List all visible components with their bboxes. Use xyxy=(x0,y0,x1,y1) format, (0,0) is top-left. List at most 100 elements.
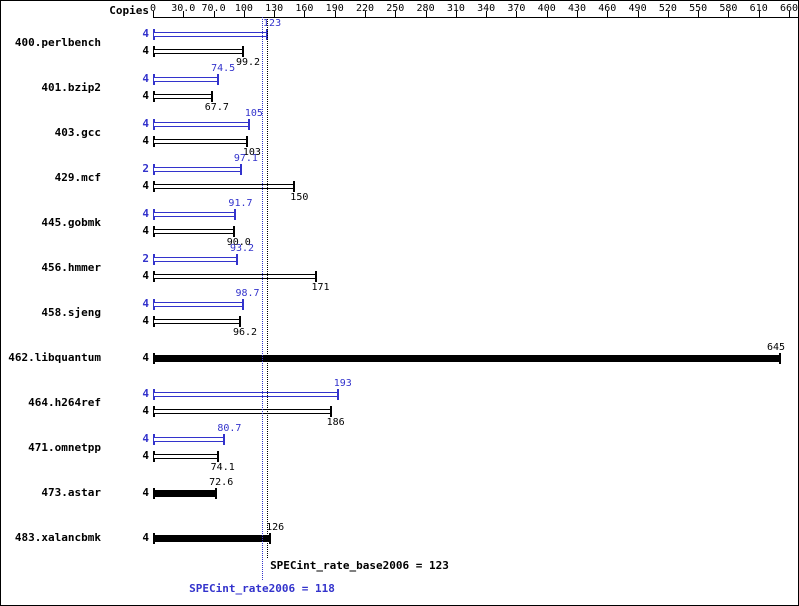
bar-end-cap xyxy=(269,532,272,544)
bar-end-cap xyxy=(241,299,244,310)
copies-value: 2 xyxy=(142,252,149,265)
x-axis-tick-label: 100 xyxy=(234,3,253,14)
bar-value-label: 90.0 xyxy=(226,237,251,248)
copies-value: 4 xyxy=(142,449,149,462)
x-axis-tick-label: 30.0 xyxy=(171,3,196,14)
copies-value: 4 xyxy=(142,387,149,400)
copies-value: 4 xyxy=(142,269,149,282)
bar xyxy=(153,437,225,442)
x-axis-tick-label: 220 xyxy=(355,3,375,14)
benchmark-label: 445.gobmk xyxy=(41,215,101,229)
bar-end-cap xyxy=(293,181,296,192)
bar-end-cap xyxy=(215,487,218,499)
x-axis-tick xyxy=(304,11,306,18)
bar-value-label: 645 xyxy=(766,341,786,353)
x-axis-tick-label: 370 xyxy=(507,3,526,14)
benchmark-label: 400.perlbench xyxy=(14,35,101,49)
x-axis-tick-label: 430 xyxy=(567,3,587,14)
bar xyxy=(153,302,243,307)
base-metric-label: SPECint_rate_base2006 = 123 xyxy=(270,559,449,572)
x-axis-tick xyxy=(728,11,730,18)
copies-value: 4 xyxy=(142,350,149,364)
bar xyxy=(153,32,268,37)
x-axis-tick xyxy=(789,11,790,18)
bar xyxy=(153,94,212,99)
bar-value-label: 150 xyxy=(290,192,309,203)
x-axis-tick xyxy=(607,11,609,18)
bar-end-cap xyxy=(210,91,213,102)
benchmark-label: 401.bzip2 xyxy=(41,80,101,94)
x-axis-tick-label: 70.0 xyxy=(201,3,226,14)
bar xyxy=(153,212,236,217)
bar-value-label: 103 xyxy=(242,147,261,158)
x-axis-tick xyxy=(334,11,336,18)
x-axis-tick-label: 250 xyxy=(386,3,405,14)
x-axis-tick-label: 490 xyxy=(628,3,647,14)
bar-value-label: 72.6 xyxy=(209,476,234,488)
bar-end-cap xyxy=(217,74,220,85)
bar-value-label: 97.1 xyxy=(233,153,258,164)
bar-end-cap xyxy=(239,316,242,327)
bar xyxy=(153,274,316,279)
copies-value: 4 xyxy=(142,404,149,417)
copies-value: 2 xyxy=(142,162,149,175)
x-axis-tick-label: 280 xyxy=(416,3,435,14)
bar-value-label: 186 xyxy=(326,417,345,428)
copies-value: 4 xyxy=(142,207,149,220)
x-axis-tick-label: 460 xyxy=(598,3,617,14)
bar-value-label: 98.7 xyxy=(235,288,260,299)
benchmark-label: 458.sjeng xyxy=(41,305,101,319)
benchmark-label: 473.astar xyxy=(41,485,101,499)
bar xyxy=(153,409,331,414)
bar-value-label: 193 xyxy=(333,378,352,389)
x-axis-tick xyxy=(486,11,488,18)
copies-value: 4 xyxy=(142,432,149,445)
x-axis-tick xyxy=(183,11,185,18)
bar xyxy=(153,122,249,127)
bar xyxy=(153,489,217,497)
bar-end-cap xyxy=(778,352,781,364)
bar-end-cap xyxy=(235,254,238,265)
x-axis-tick xyxy=(455,11,457,18)
bar-end-cap xyxy=(314,271,317,282)
bar xyxy=(153,257,237,262)
bar xyxy=(153,454,218,459)
x-axis-tick xyxy=(698,11,700,18)
bar-value-label: 171 xyxy=(311,282,330,293)
benchmark-label: 471.omnetpp xyxy=(28,440,101,454)
bar-end-cap xyxy=(242,46,245,57)
x-axis-tick xyxy=(667,11,669,18)
bar xyxy=(153,354,780,362)
x-axis-tick-label: 610 xyxy=(749,3,768,14)
benchmark-label: 462.libquantum xyxy=(8,350,101,364)
bar-end-cap xyxy=(234,209,237,220)
x-axis-tick xyxy=(577,11,578,18)
bar-value-label: 123 xyxy=(263,18,282,29)
copies-value: 4 xyxy=(142,485,149,499)
bar xyxy=(153,229,234,234)
benchmark-label: 403.gcc xyxy=(54,125,101,139)
bar-value-label: 74.1 xyxy=(210,462,235,473)
x-axis-tick-label: 520 xyxy=(658,3,677,14)
bar-end-cap xyxy=(239,164,242,175)
bar-value-label: 67.7 xyxy=(204,102,229,113)
bar-end-cap xyxy=(245,136,248,147)
x-axis-tick-label: 400 xyxy=(537,3,556,14)
copies-value: 4 xyxy=(142,44,149,57)
bar xyxy=(153,392,338,397)
bar xyxy=(153,184,295,189)
x-axis-tick-label: 130 xyxy=(265,3,284,14)
x-axis-tick-label: 310 xyxy=(446,3,465,14)
copies-value: 4 xyxy=(142,72,149,85)
x-axis-line xyxy=(153,17,798,18)
bar-end-cap xyxy=(223,434,226,445)
x-axis-tick-label: 160 xyxy=(295,3,314,14)
x-axis-tick xyxy=(758,11,760,18)
copies-value: 4 xyxy=(142,224,149,237)
bar xyxy=(153,319,241,324)
benchmark-label: 483.xalancbmk xyxy=(14,530,101,544)
x-axis-tick-label: 580 xyxy=(719,3,738,14)
x-axis-tick xyxy=(153,11,154,18)
benchmark-label: 429.mcf xyxy=(54,170,101,184)
x-axis-tick xyxy=(637,11,639,18)
